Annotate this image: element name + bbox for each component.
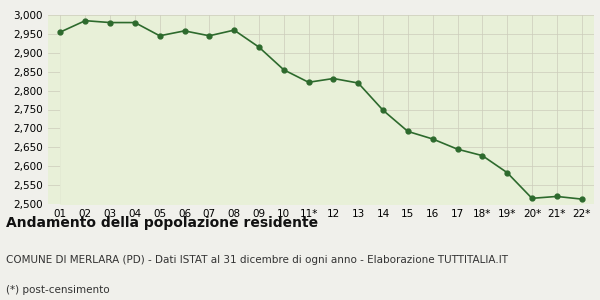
Text: COMUNE DI MERLARA (PD) - Dati ISTAT al 31 dicembre di ogni anno - Elaborazione T: COMUNE DI MERLARA (PD) - Dati ISTAT al 3… [6,255,508,265]
Text: Andamento della popolazione residente: Andamento della popolazione residente [6,216,318,230]
Text: (*) post-censimento: (*) post-censimento [6,285,110,295]
